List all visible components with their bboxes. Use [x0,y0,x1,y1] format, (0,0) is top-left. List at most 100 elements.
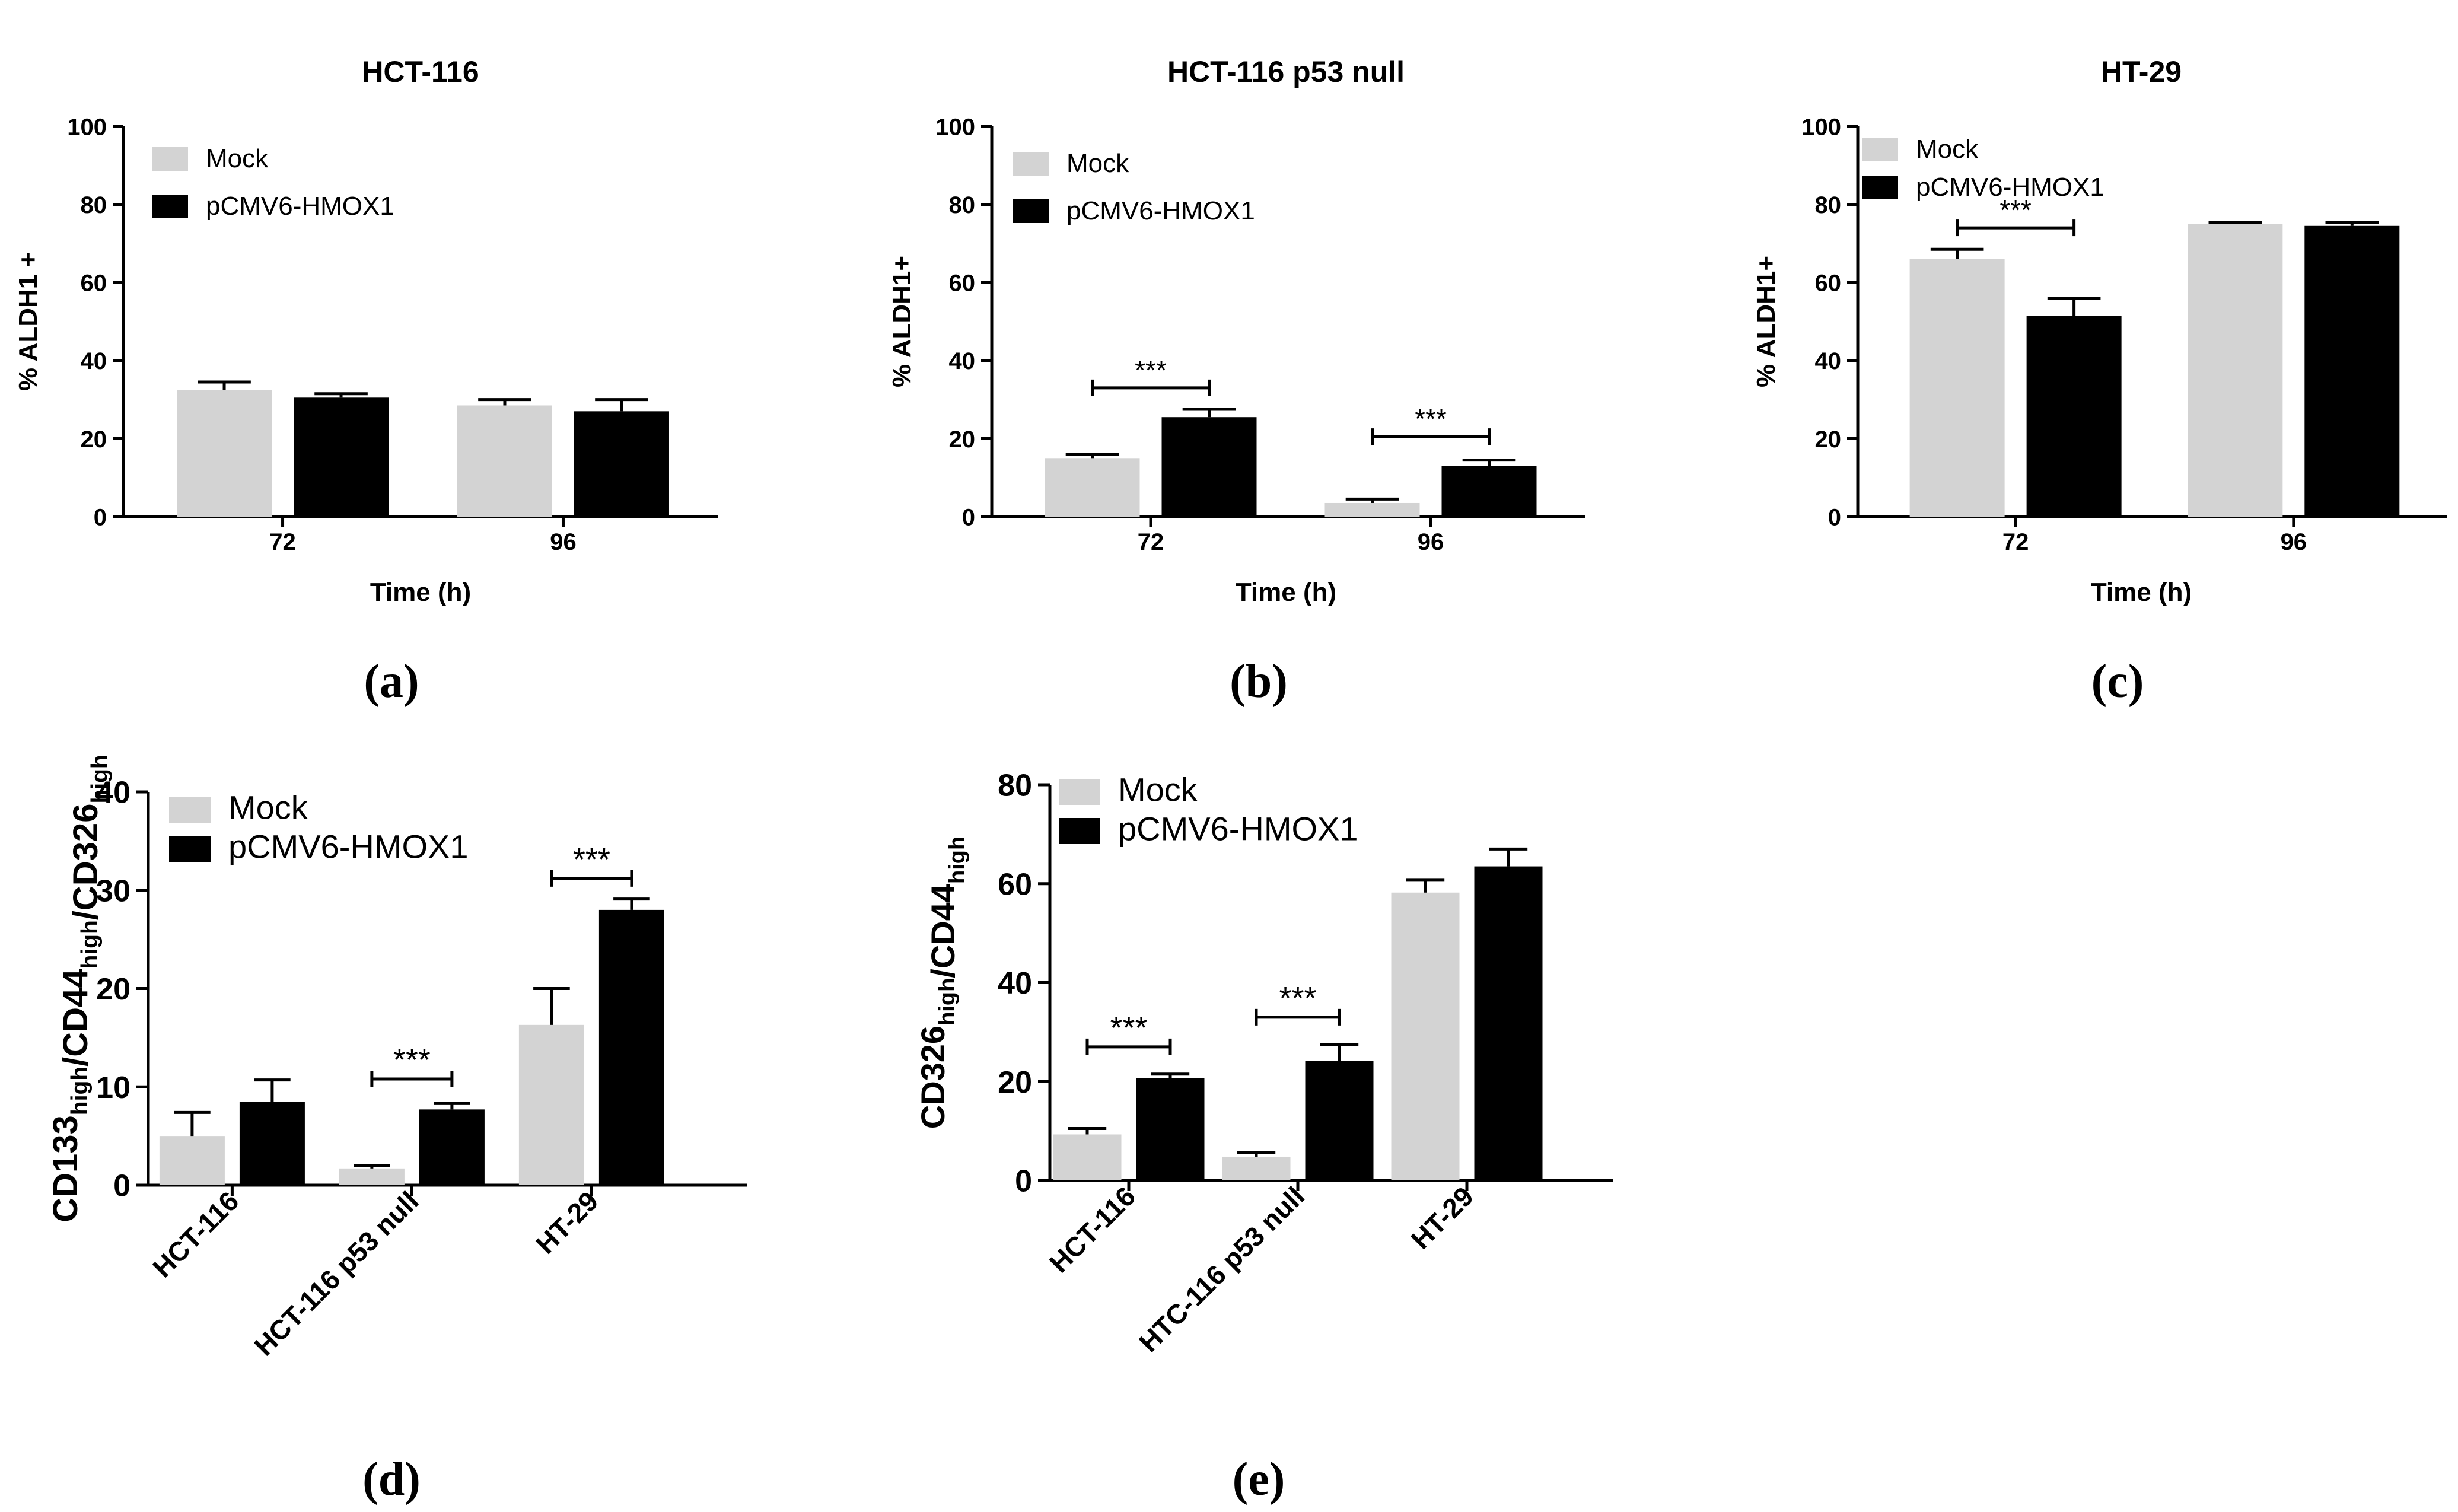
x-tick-label: HCT-116 p53 null [248,1185,424,1361]
bar-hmox1-0 [239,1102,305,1185]
bar-mock-1 [1324,502,1420,517]
y-tick-label: 40 [998,966,1032,1001]
panel-label: (e) [1233,1453,1285,1505]
significance-label: *** [573,842,610,877]
y-tick-label: 40 [81,348,107,374]
chart-title: HCT-116 [362,55,479,88]
x-tick-label: 96 [550,529,577,555]
bar-mock-1 [2188,224,2283,517]
panel-label: (d) [362,1453,421,1505]
y-tick-label: 40 [96,776,130,810]
bar-hmox1-1 [419,1109,485,1185]
legend-label: Mock [1916,135,1979,164]
y-tick-label: 0 [1828,504,1841,530]
x-tick-label: 72 [269,529,296,555]
bar-hmox1-0 [1136,1078,1205,1180]
x-tick-label: 72 [1138,529,1164,555]
y-tick-label: 60 [998,867,1032,902]
y-tick-label: 20 [81,426,107,453]
x-tick-label: 72 [2002,529,2029,555]
legend-swatch-mock [1862,138,1898,161]
y-axis-label: CD326high/CD44high [914,836,970,1129]
y-tick-label: 0 [962,504,975,530]
x-tick-label: 96 [2281,529,2307,555]
y-tick-label: 0 [1015,1164,1032,1199]
significance-label: *** [1415,403,1447,434]
chart-title: HCT-116 p53 null [1167,55,1405,88]
y-tick-label: 100 [67,114,107,140]
significance-label: *** [1999,195,2032,225]
legend-label: Mock [1118,771,1198,808]
bar-mock-0 [1909,259,2005,517]
legend-swatch-mock [1059,779,1100,805]
y-axis-label: % ALDH1+ [887,256,916,387]
bar-hmox1-1 [1305,1061,1374,1180]
y-tick-label: 80 [949,192,976,218]
y-axis-label: % ALDH1+ [1752,256,1781,387]
y-tick-label: 60 [949,270,976,297]
legend-swatch-hmox1 [1013,199,1049,223]
x-axis-label: Time (h) [2091,578,2192,607]
y-axis-label: % ALDH1 + [14,252,43,391]
y-tick-label: 30 [96,874,130,908]
bar-mock-1 [457,405,552,517]
y-tick-label: 60 [1815,270,1842,297]
panel-label: (c) [2091,655,2144,708]
y-tick-label: 80 [81,192,107,218]
y-tick-label: 60 [81,270,107,297]
bar-mock-1 [1222,1156,1291,1180]
legend-label: pCMV6-HMOX1 [1118,810,1358,847]
significance-label: *** [393,1042,431,1078]
bar-mock-1 [339,1168,405,1185]
chart-panel-c: 0 20 40 60 80 100 72 96 *** HT-29 Time (h) % ALDH1+… [1752,55,2447,708]
x-tick-label: HTC-116 p53 null [1133,1180,1310,1358]
x-tick-label: HCT-116 [1043,1180,1141,1278]
legend-swatch-hmox1 [152,195,188,218]
bar-hmox1-0 [294,397,389,517]
bar-hmox1-0 [2026,316,2122,517]
bar-hmox1-1 [574,411,669,517]
chart-panel-b: 0 20 40 60 80 100 72 96 *** *** HCT-116 p53 null Ti… [887,55,1585,708]
bar-mock-2 [1391,892,1460,1180]
y-tick-label: 100 [935,114,975,140]
y-tick-label: 0 [113,1169,130,1204]
bar-hmox1-2 [1474,866,1543,1180]
chart-panel-d: 0 10 20 30 40 HCT-116 HCT-116 p53 null HT-29 ***… [46,755,747,1505]
significance-label: *** [1110,1010,1147,1046]
legend-label: pCMV6-HMOX1 [1066,196,1255,225]
x-tick-label: HCT-116 [147,1185,244,1283]
legend-label: pCMV6-HMOX1 [228,827,469,865]
y-tick-label: 20 [998,1065,1032,1100]
x-tick-label: HT-29 [530,1185,604,1259]
bar-hmox1-2 [598,909,664,1185]
x-tick-label: 96 [1418,529,1444,555]
y-tick-label: 40 [949,348,976,374]
bar-hmox1-0 [1161,417,1257,517]
legend-swatch-mock [169,797,211,823]
bar-mock-2 [518,1024,584,1185]
legend-swatch-hmox1 [169,836,211,862]
legend-swatch-mock [152,147,188,171]
x-axis-label: Time (h) [1236,578,1336,607]
panel-label: (b) [1230,655,1288,708]
y-tick-label: 80 [1815,192,1842,218]
legend-label: Mock [1066,149,1129,178]
y-tick-label: 20 [1815,426,1842,453]
y-tick-label: 80 [998,769,1032,803]
y-tick-label: 40 [1815,348,1842,374]
legend-swatch-mock [1013,152,1049,176]
x-tick-label: HT-29 [1405,1180,1479,1255]
bar-mock-0 [1053,1134,1122,1180]
x-axis-label: Time (h) [370,578,471,607]
significance-label: *** [1279,981,1316,1016]
y-axis-label: CD133high/CD44high/CD326high [46,755,113,1223]
legend-swatch-hmox1 [1862,176,1898,199]
legend-label: pCMV6-HMOX1 [1916,173,2104,202]
chart-title: HT-29 [2101,55,2182,88]
y-tick-label: 20 [96,972,130,1007]
legend-label: pCMV6-HMOX1 [206,192,394,221]
bar-hmox1-1 [2304,225,2400,517]
legend-label: Mock [228,788,308,826]
